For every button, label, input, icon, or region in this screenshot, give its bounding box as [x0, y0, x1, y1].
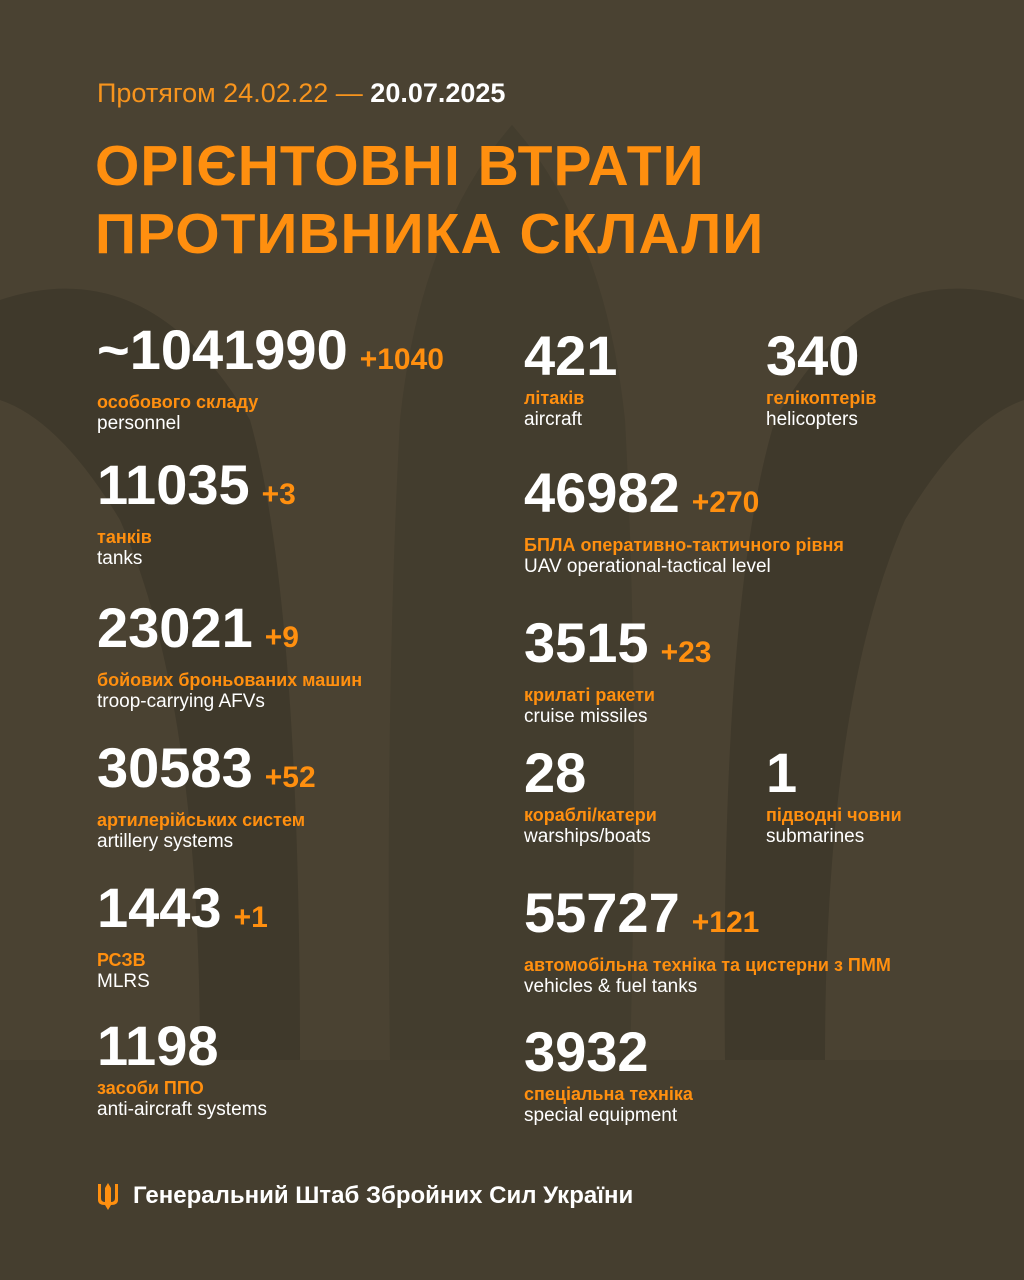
page-title: ОРІЄНТОВНІ ВТРАТИ ПРОТИВНИКА СКЛАЛИ — [95, 132, 764, 268]
stat-helicopters: 340 гелікоптерів helicopters — [766, 328, 876, 431]
stat-mlrs: 1443 +1 РСЗВ MLRS — [97, 880, 268, 993]
stat-value: 46982 +270 — [524, 465, 844, 531]
stat-total: 340 — [766, 324, 860, 387]
stat-delta: +121 — [691, 906, 760, 939]
title-line-2: ПРОТИВНИКА СКЛАЛИ — [95, 202, 765, 266]
trident-icon — [98, 1183, 118, 1210]
stat-total: 28 — [524, 741, 587, 804]
stat-label-uk: кораблі/катери — [524, 805, 657, 825]
period-end: 20.07.2025 — [370, 78, 506, 108]
stat-special-equipment: 3932 спеціальна техніка special equipmen… — [524, 1024, 693, 1127]
stat-label-uk: засоби ППО — [97, 1078, 204, 1098]
stat-uav-operational-tactical-level: 46982 +270 БПЛА оперативно-тактичного рів… — [524, 465, 844, 578]
stat-label-uk: крилаті ракети — [524, 685, 656, 705]
stat-value: 1198 — [97, 1018, 267, 1074]
stat-total: 3515 — [524, 611, 649, 674]
stat-artillery-systems: 30583 +52 артилерійських систем artillery… — [97, 740, 316, 853]
stat-aircraft: 421 літаків aircraft — [524, 328, 617, 431]
stat-label-en: MLRS — [97, 971, 150, 992]
stat-label-en: aircraft — [524, 409, 583, 430]
stat-value: 30583 +52 — [97, 740, 316, 806]
stat-label-en: troop-carrying AFVs — [97, 691, 265, 712]
stat-value: 28 — [524, 745, 657, 801]
stat-total: 46982 — [524, 461, 680, 524]
stat-total: 1443 — [97, 876, 222, 939]
footer: Генеральний Штаб Збройних Сил України — [97, 1182, 633, 1210]
stat-troop-carrying-afvs: 23021 +9 бойових броньованих машин troop-… — [97, 600, 362, 713]
stat-label-en: warships/boats — [524, 826, 651, 847]
stat-label-uk: підводні човни — [766, 805, 902, 825]
stat-label-en: helicopters — [766, 409, 858, 430]
stat-label-en: personnel — [97, 413, 181, 434]
stat-total: 421 — [524, 324, 618, 387]
stat-label-uk: автомобільна техніка та цистерни з ПММ — [524, 955, 891, 975]
stat-submarines: 1 підводні човни submarines — [766, 745, 902, 848]
stat-delta: +1 — [233, 901, 268, 934]
stat-label-uk: РСЗВ — [97, 950, 146, 970]
stat-delta: +52 — [264, 761, 316, 794]
stat-warships-boats: 28 кораблі/катери warships/boats — [524, 745, 657, 848]
stat-label-uk: бойових броньованих машин — [97, 670, 363, 690]
stat-tanks: 11035 +3 танків tanks — [97, 457, 296, 570]
stat-total: 3932 — [524, 1020, 649, 1083]
stat-delta: +23 — [660, 636, 712, 669]
stat-label-en: vehicles & fuel tanks — [524, 976, 698, 997]
stat-label-en: cruise missiles — [524, 706, 648, 727]
stat-delta: +270 — [691, 486, 760, 519]
stat-vehicles-fuel-tanks: 55727 +121 автомобільна техніка та цистер… — [524, 885, 891, 998]
stat-value: ~1041990 +1040 — [97, 322, 444, 388]
stat-value: 3932 — [524, 1024, 693, 1080]
stat-total: 23021 — [97, 596, 253, 659]
period-start: Протягом 24.02.22 — — [97, 78, 363, 108]
stat-label-uk: гелікоптерів — [766, 388, 877, 408]
stat-total: 11035 — [97, 453, 250, 516]
stat-label-en: tanks — [97, 548, 143, 569]
stat-label-uk: артилерійських систем — [97, 810, 306, 830]
stat-value: 23021 +9 — [97, 600, 362, 666]
stat-value: 11035 +3 — [97, 457, 296, 523]
stat-label-en: UAV operational-tactical level — [524, 556, 771, 577]
stat-anti-aircraft-systems: 1198 засоби ППО anti-aircraft systems — [97, 1018, 267, 1121]
stat-label-uk: особового складу — [97, 392, 259, 412]
stat-label-uk: літаків — [524, 388, 585, 408]
stat-delta: +9 — [264, 621, 299, 654]
stat-value: 1443 +1 — [97, 880, 268, 946]
stat-value: 421 — [524, 328, 617, 384]
stat-label-uk: танків — [97, 527, 152, 547]
stat-total: 30583 — [97, 736, 253, 799]
stat-delta: +3 — [261, 478, 296, 511]
stat-label-uk: БПЛА оперативно-тактичного рівня — [524, 535, 844, 555]
stat-personnel: ~1041990 +1040 особового складу personnel — [97, 322, 444, 435]
stat-cruise-missiles: 3515 +23 крилаті ракети cruise missiles — [524, 615, 711, 728]
stat-total: 55727 — [524, 881, 680, 944]
stat-value: 1 — [766, 745, 902, 801]
stat-value: 3515 +23 — [524, 615, 711, 681]
stat-total: ~1041990 — [97, 318, 348, 381]
stat-value: 55727 +121 — [524, 885, 891, 951]
period: Протягом 24.02.22 — 20.07.2025 — [97, 78, 505, 109]
stat-label-en: anti-aircraft systems — [97, 1099, 267, 1120]
stat-total: 1 — [766, 741, 798, 804]
stat-label-en: special equipment — [524, 1105, 678, 1126]
title-line-1: ОРІЄНТОВНІ ВТРАТИ — [95, 134, 705, 198]
stat-value: 340 — [766, 328, 876, 384]
stat-delta: +1040 — [359, 343, 444, 376]
stat-label-en: submarines — [766, 826, 865, 847]
stat-total: 1198 — [97, 1014, 219, 1077]
stat-label-en: artillery systems — [97, 831, 234, 852]
stat-label-uk: спеціальна техніка — [524, 1084, 693, 1104]
footer-text: Генеральний Штаб Збройних Сил України — [133, 1182, 634, 1209]
